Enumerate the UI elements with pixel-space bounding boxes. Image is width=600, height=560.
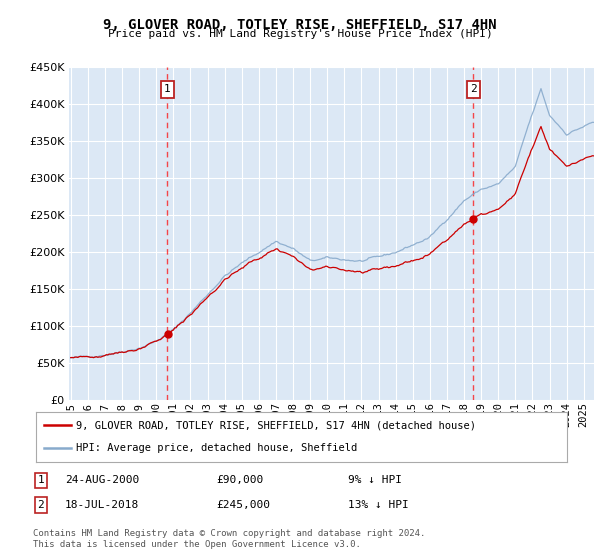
Text: 1: 1	[37, 475, 44, 486]
Text: Contains HM Land Registry data © Crown copyright and database right 2024.
This d: Contains HM Land Registry data © Crown c…	[33, 529, 425, 549]
Text: 2: 2	[37, 500, 44, 510]
Text: 1: 1	[164, 85, 171, 95]
Text: 13% ↓ HPI: 13% ↓ HPI	[348, 500, 409, 510]
Text: HPI: Average price, detached house, Sheffield: HPI: Average price, detached house, Shef…	[76, 444, 357, 454]
Text: £90,000: £90,000	[216, 475, 263, 486]
Text: Price paid vs. HM Land Registry's House Price Index (HPI): Price paid vs. HM Land Registry's House …	[107, 29, 493, 39]
Text: 9% ↓ HPI: 9% ↓ HPI	[348, 475, 402, 486]
Text: 9, GLOVER ROAD, TOTLEY RISE, SHEFFIELD, S17 4HN (detached house): 9, GLOVER ROAD, TOTLEY RISE, SHEFFIELD, …	[76, 420, 476, 430]
Text: £245,000: £245,000	[216, 500, 270, 510]
Text: 2: 2	[470, 85, 476, 95]
Text: 9, GLOVER ROAD, TOTLEY RISE, SHEFFIELD, S17 4HN: 9, GLOVER ROAD, TOTLEY RISE, SHEFFIELD, …	[103, 18, 497, 32]
Text: 24-AUG-2000: 24-AUG-2000	[65, 475, 139, 486]
Text: 18-JUL-2018: 18-JUL-2018	[65, 500, 139, 510]
